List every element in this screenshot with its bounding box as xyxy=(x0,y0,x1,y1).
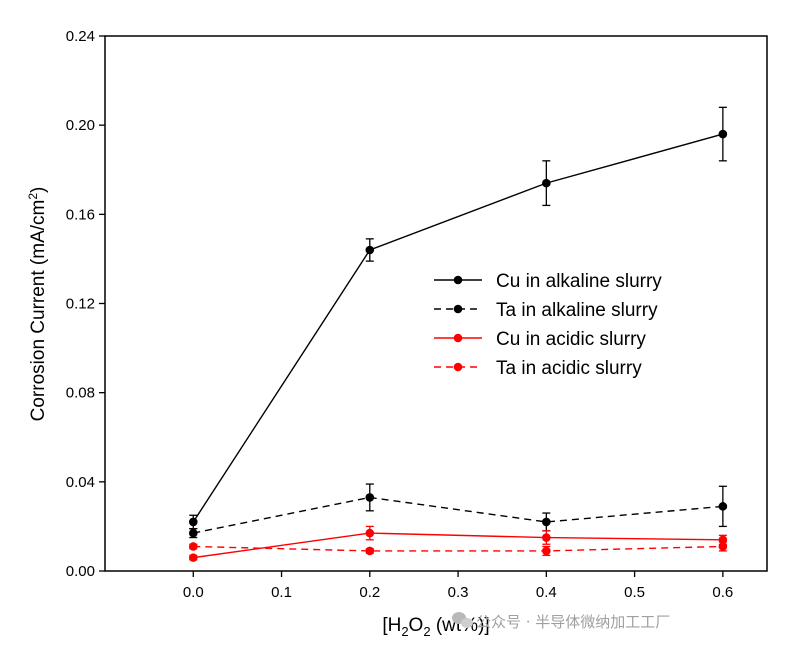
y-axis-label-main: Corrosion Current (mA/cm xyxy=(28,200,49,422)
legend-label: Cu in alkaline slurry xyxy=(496,271,662,292)
legend-label: Ta in acidic slurry xyxy=(496,358,642,379)
series-line xyxy=(192,133,724,523)
series-3 xyxy=(188,525,728,562)
legend-label: Ta in alkaline slurry xyxy=(496,300,658,321)
data-point xyxy=(365,546,375,556)
x-tick-label: 0.4 xyxy=(536,584,557,601)
data-point xyxy=(365,528,375,538)
legend-marker xyxy=(453,304,463,314)
x-tick-label: 0.2 xyxy=(359,584,380,601)
data-point xyxy=(542,533,551,542)
x-axis-label-sub: 2 xyxy=(401,624,408,639)
series-line xyxy=(193,532,723,559)
y-axis-ticks: 0.00 0.04 0.08 0.12 0.16 0.20 0.24 xyxy=(66,28,105,580)
data-point xyxy=(542,517,551,527)
y-axis-label-end: ) xyxy=(28,187,49,193)
data-point xyxy=(718,129,728,139)
y-tick-label: 0.24 xyxy=(66,28,95,45)
legend-marker xyxy=(453,362,463,372)
legend-marker xyxy=(453,333,463,343)
legend-marker xyxy=(453,275,463,285)
data-point xyxy=(542,178,551,188)
x-tick-label: 0.6 xyxy=(712,584,733,601)
y-tick-label: 0.12 xyxy=(66,296,95,313)
series-line xyxy=(193,496,723,534)
data-point xyxy=(188,517,198,527)
watermark: 公众号 · 半导体微纳加工工厂 xyxy=(452,612,670,631)
legend-item: Ta in alkaline slurry xyxy=(434,300,658,321)
y-axis-label: Corrosion Current (mA/cm2) xyxy=(26,187,49,422)
data-point xyxy=(188,542,198,551)
x-axis-label-end: (wt%)] xyxy=(431,615,490,636)
series-layer xyxy=(188,106,728,562)
y-tick-label: 0.00 xyxy=(66,563,95,580)
x-tick-label: 0.5 xyxy=(624,584,645,601)
x-tick-label: 0.1 xyxy=(271,584,292,601)
y-tick-label: 0.04 xyxy=(66,474,95,491)
series-4 xyxy=(188,541,728,557)
plot-frame xyxy=(104,35,768,572)
data-point xyxy=(365,493,375,502)
x-axis-label: [H2O2 (wt%)] xyxy=(382,615,489,639)
data-point xyxy=(718,502,728,511)
data-point xyxy=(188,528,198,538)
y-tick-label: 0.16 xyxy=(66,206,95,223)
x-axis-label-mid: O xyxy=(409,615,424,636)
x-tick-label: 0.0 xyxy=(183,584,204,601)
y-tick-label: 0.08 xyxy=(66,385,95,402)
series-line xyxy=(193,545,723,552)
x-axis-ticks: 0.0 0.1 0.2 0.3 0.4 0.5 0.6 xyxy=(183,571,733,601)
series-2 xyxy=(188,483,728,539)
legend-item: Cu in alkaline slurry xyxy=(434,271,662,292)
data-point xyxy=(718,542,728,551)
y-axis-label-sup: 2 xyxy=(26,193,40,200)
y-tick-label: 0.20 xyxy=(66,117,95,134)
legend: Cu in alkaline slurry Ta in alkaline slur… xyxy=(434,271,662,379)
x-axis-label-sub2: 2 xyxy=(423,624,430,639)
data-point xyxy=(542,546,551,556)
legend-item: Ta in acidic slurry xyxy=(434,358,642,379)
legend-item: Cu in acidic slurry xyxy=(434,329,646,350)
watermark-text: 公众号 · 半导体微纳加工工厂 xyxy=(476,613,670,631)
x-axis-label-main: [H xyxy=(382,615,401,636)
data-point xyxy=(365,245,375,255)
legend-label: Cu in acidic slurry xyxy=(496,329,646,350)
x-tick-label: 0.3 xyxy=(448,584,469,601)
data-point xyxy=(188,553,198,562)
wechat-icon xyxy=(452,612,473,628)
